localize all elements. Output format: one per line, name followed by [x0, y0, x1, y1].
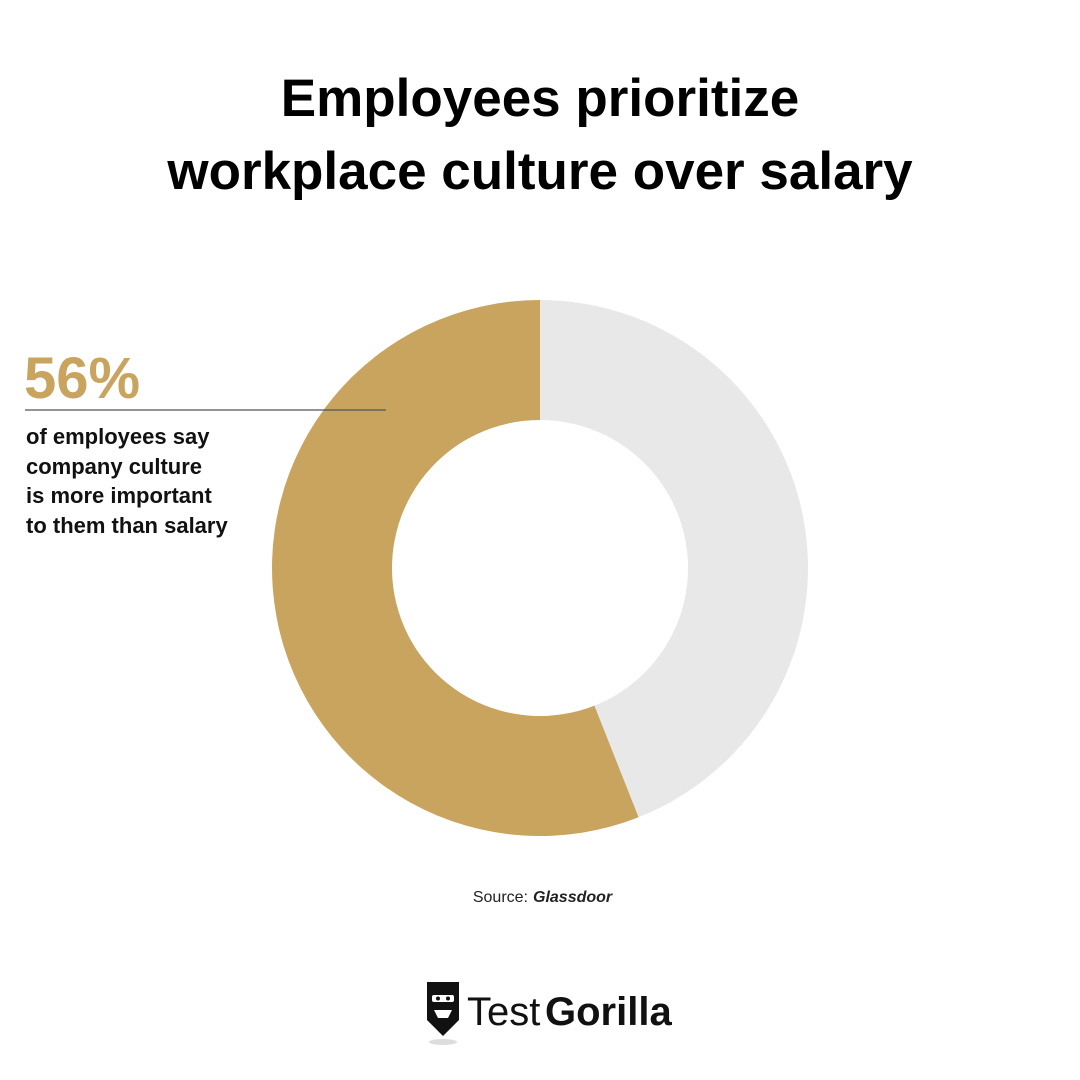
value-label: 56%: [24, 346, 140, 411]
logo-icon: [427, 982, 459, 1045]
annotation: company culture: [26, 454, 202, 479]
donut-slice: [540, 300, 808, 818]
source-label: Source:: [473, 889, 528, 906]
annotation: of employees say: [26, 424, 210, 449]
annotation: is more important: [26, 483, 212, 508]
logo-text: Test: [467, 990, 540, 1034]
logo-text: Gorilla: [545, 990, 672, 1034]
donut: [272, 300, 808, 836]
donut-slice: [272, 300, 639, 836]
chart-title: Employees prioritize: [281, 69, 799, 128]
annotation: to them than salary: [26, 513, 228, 538]
chart-title: workplace culture over salary: [166, 142, 913, 201]
source-name: Glassdoor: [533, 889, 613, 906]
